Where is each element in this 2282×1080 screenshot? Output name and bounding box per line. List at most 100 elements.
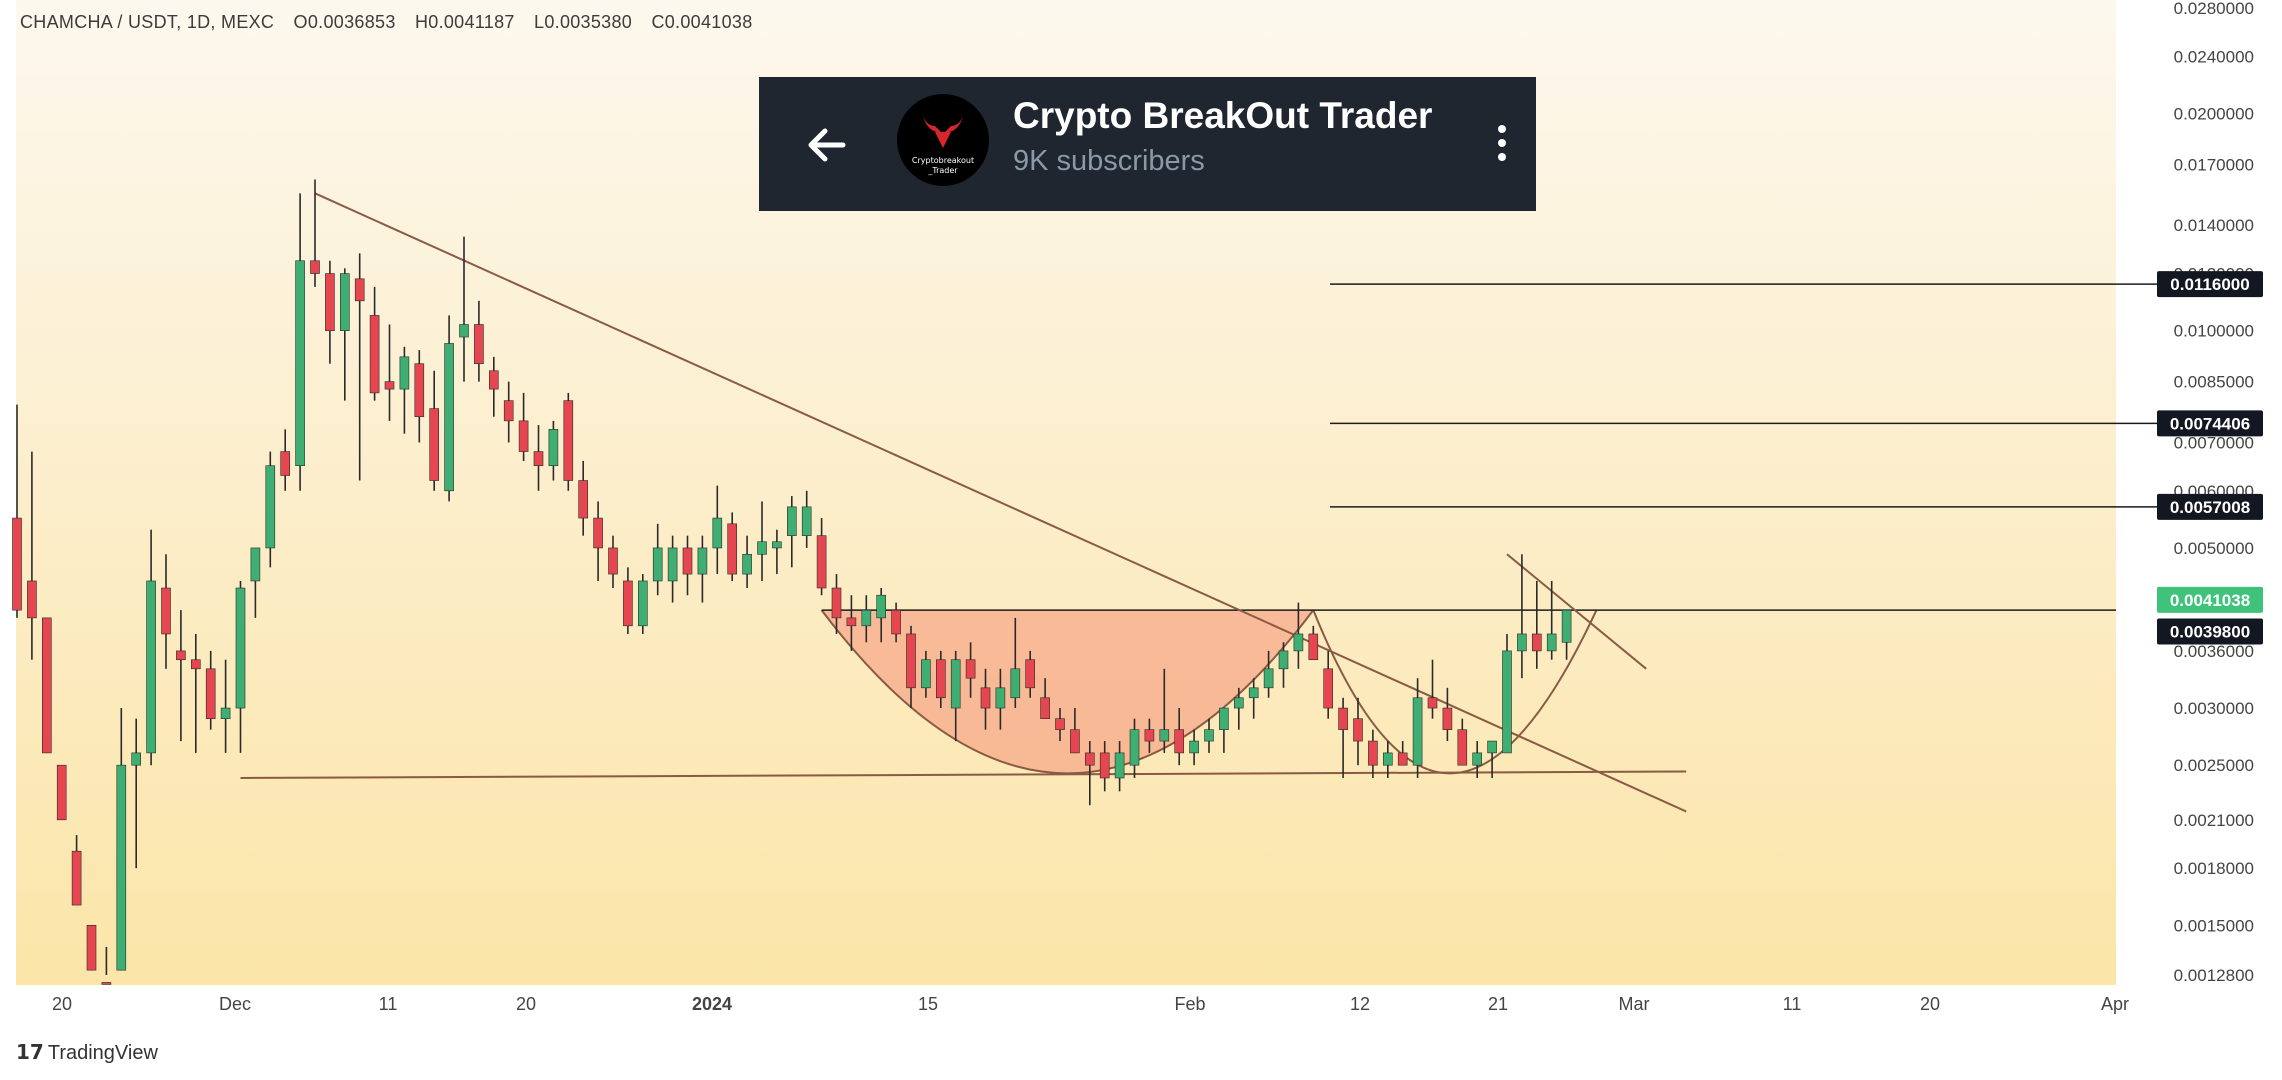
x-tick-label: 11 — [379, 994, 398, 1014]
candle-body — [131, 752, 141, 766]
candle-body — [1189, 740, 1199, 754]
tradingview-logo[interactable]: 17 TradingView — [16, 1040, 158, 1065]
candle-body — [1412, 697, 1423, 766]
y-tick-label: 0.0050000 — [2174, 539, 2254, 558]
candle-body — [995, 687, 1006, 709]
price-label-box — [2157, 586, 2263, 613]
price-axis[interactable]: 0.0280000 0.0240000 0.0200000 0.0170000 0.01… — [2174, 0, 2254, 985]
candle-body — [1442, 707, 1453, 730]
candle-body — [399, 356, 410, 390]
candle-body — [27, 580, 37, 619]
candle-body — [265, 465, 276, 549]
y-tick-label: 0.0070000 — [2174, 433, 2254, 452]
candle-body — [1308, 633, 1319, 661]
candle-body — [772, 541, 782, 549]
candle-body — [235, 587, 246, 709]
candle-body — [965, 659, 976, 679]
candle-body — [1174, 729, 1184, 754]
price-label-box — [2157, 271, 2263, 298]
y-tick-label: 0.0012800 — [2174, 966, 2254, 985]
candle-body — [414, 363, 425, 418]
y-tick-label: 0.0030000 — [2174, 699, 2254, 718]
tradingview-icon: 17 — [16, 1040, 44, 1064]
telegram-channel-bar[interactable]: Cryptobreakout _Trader Crypto BreakOut T… — [759, 77, 1536, 211]
x-tick-label: 15 — [918, 994, 938, 1014]
candle-body — [548, 429, 559, 467]
price-label-text: 0.0074406 — [2170, 414, 2250, 433]
price-label-text: 0.0116000 — [2170, 275, 2249, 294]
candle-body — [757, 541, 767, 555]
candle-body — [1085, 752, 1095, 766]
candle-body — [354, 278, 365, 302]
candle-body — [41, 617, 52, 754]
ohlc-close: C0.0041038 — [651, 12, 753, 32]
candle-body — [101, 982, 112, 985]
candle-body — [310, 260, 320, 274]
candle-body — [697, 547, 708, 575]
candle-body — [637, 580, 648, 627]
x-tick-label: 21 — [1488, 994, 1508, 1014]
candle-body — [1040, 697, 1050, 719]
y-tick-label: 0.0085000 — [2174, 373, 2254, 392]
price-label-box — [2157, 493, 2263, 520]
y-tick-label: 0.0015000 — [2174, 916, 2254, 935]
candle-body — [1248, 687, 1259, 699]
candle-body — [1263, 668, 1274, 689]
candle-body — [1159, 729, 1170, 742]
arrow-left-icon[interactable] — [797, 115, 857, 175]
time-axis[interactable]: 20 Dec 11 20 2024 15 Feb 12 21 Mar 11 20 Apr — [52, 994, 2129, 1014]
bull-logo-icon — [923, 116, 963, 148]
candle-body — [623, 580, 633, 627]
candle-body — [831, 587, 842, 619]
kebab-menu-icon[interactable] — [1474, 115, 1530, 171]
candle-body — [384, 381, 395, 390]
candle-body — [1502, 650, 1512, 754]
candle-body — [876, 594, 887, 619]
subscriber-count: 9K subscribers — [1013, 145, 1205, 177]
candle-body — [667, 547, 678, 582]
candle-body — [56, 764, 67, 821]
candle-body — [459, 324, 469, 338]
candle-body — [578, 480, 589, 519]
avatar-text: Cryptobreakout _Trader — [911, 156, 975, 175]
candle-body — [1353, 718, 1363, 742]
handle-line — [1506, 553, 1647, 670]
candle-body — [369, 315, 380, 394]
candle-body — [12, 517, 22, 611]
candle-body — [1293, 633, 1304, 652]
candle-body — [1561, 609, 1572, 643]
candle-body — [1338, 707, 1348, 730]
candle-body — [429, 408, 440, 481]
candle-body — [146, 580, 156, 754]
price-labels: 0.0116000 0.0074406 0.0057008 0.0041038 0.00… — [2157, 271, 2263, 645]
y-tick-label: 0.0200000 — [2174, 104, 2254, 123]
channel-avatar[interactable]: Cryptobreakout _Trader — [897, 94, 989, 186]
candle-body — [816, 535, 827, 589]
y-tick-label: 0.0100000 — [2174, 322, 2254, 341]
candle-body — [563, 400, 574, 481]
candle-body — [727, 523, 738, 575]
candle-body — [176, 650, 186, 661]
x-tick-label: 20 — [52, 994, 72, 1014]
candle-body — [1383, 752, 1393, 766]
candle-body — [801, 506, 812, 536]
candle-body — [205, 668, 216, 719]
candle-body — [652, 547, 663, 582]
price-label-text: 0.0057008 — [2170, 498, 2250, 517]
candle-body — [846, 617, 857, 627]
candle-body — [1532, 633, 1542, 652]
candle-body — [1278, 650, 1289, 670]
candle-body — [191, 659, 201, 670]
candle-body — [1487, 740, 1497, 754]
candle-body — [1129, 729, 1140, 766]
candle-body — [1025, 659, 1035, 689]
candle-body — [1323, 668, 1333, 709]
candle-body — [325, 273, 335, 332]
y-tick-label: 0.0240000 — [2174, 47, 2254, 66]
x-tick-label: Apr — [2101, 994, 2129, 1014]
candle-body — [161, 587, 171, 635]
candle-body — [280, 451, 291, 476]
candle-body — [444, 343, 454, 492]
candle-body — [1070, 729, 1080, 754]
candle-body — [1546, 633, 1557, 652]
